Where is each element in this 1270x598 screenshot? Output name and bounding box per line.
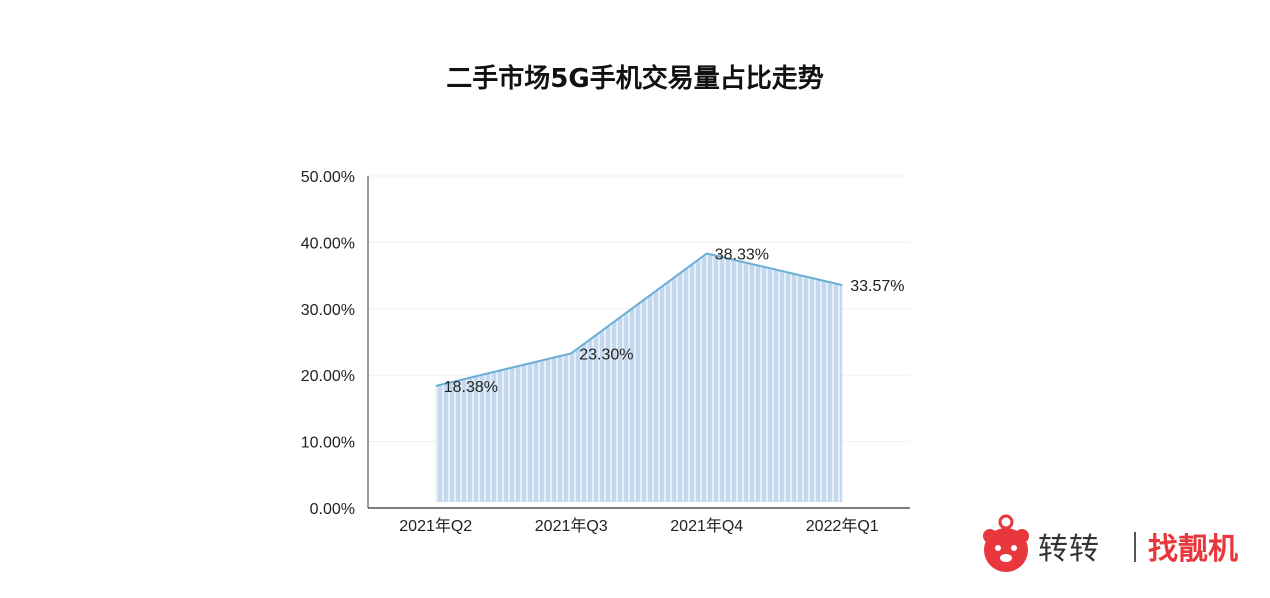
area-fill bbox=[435, 253, 843, 502]
area-layer bbox=[435, 252, 843, 502]
axes bbox=[367, 176, 910, 509]
y-tick-label: 40.00% bbox=[301, 235, 355, 252]
x-tick-label: 2021年Q2 bbox=[399, 517, 472, 535]
y-axis-tick-labels: 0.00% 10.00% 20.00% 30.00% 40.00% 50.00% bbox=[301, 169, 355, 518]
data-label: 33.57% bbox=[850, 278, 904, 295]
data-label: 38.33% bbox=[715, 246, 769, 263]
bear-face-icon bbox=[983, 514, 1029, 572]
y-tick-label: 50.00% bbox=[301, 169, 355, 186]
x-tick-label: 2021年Q3 bbox=[535, 517, 608, 535]
series-line bbox=[435, 252, 843, 387]
brand-name: 转转 bbox=[1038, 532, 1100, 567]
y-tick-label: 20.00% bbox=[301, 368, 355, 385]
y-tick-label: 10.00% bbox=[301, 435, 355, 452]
data-labels: 18.38% 23.30% 38.33% 33.57% bbox=[444, 246, 905, 395]
data-label: 23.30% bbox=[579, 346, 633, 363]
y-tick-label: 30.00% bbox=[301, 302, 355, 319]
data-label: 18.38% bbox=[444, 379, 498, 396]
brand-slogan: 找靓机 bbox=[1148, 532, 1238, 567]
y-tick-label: 0.00% bbox=[310, 501, 355, 518]
x-tick-label: 2021年Q4 bbox=[670, 517, 743, 535]
brand-divider bbox=[1134, 532, 1136, 562]
chart-title: 二手市场5G手机交易量占比走势 bbox=[446, 64, 824, 94]
x-tick-label: 2022年Q1 bbox=[806, 517, 879, 535]
brand-logo: 转转 找靓机 bbox=[978, 512, 1258, 576]
x-axis-tick-labels: 2021年Q2 2021年Q3 2021年Q4 2022年Q1 bbox=[399, 517, 879, 535]
